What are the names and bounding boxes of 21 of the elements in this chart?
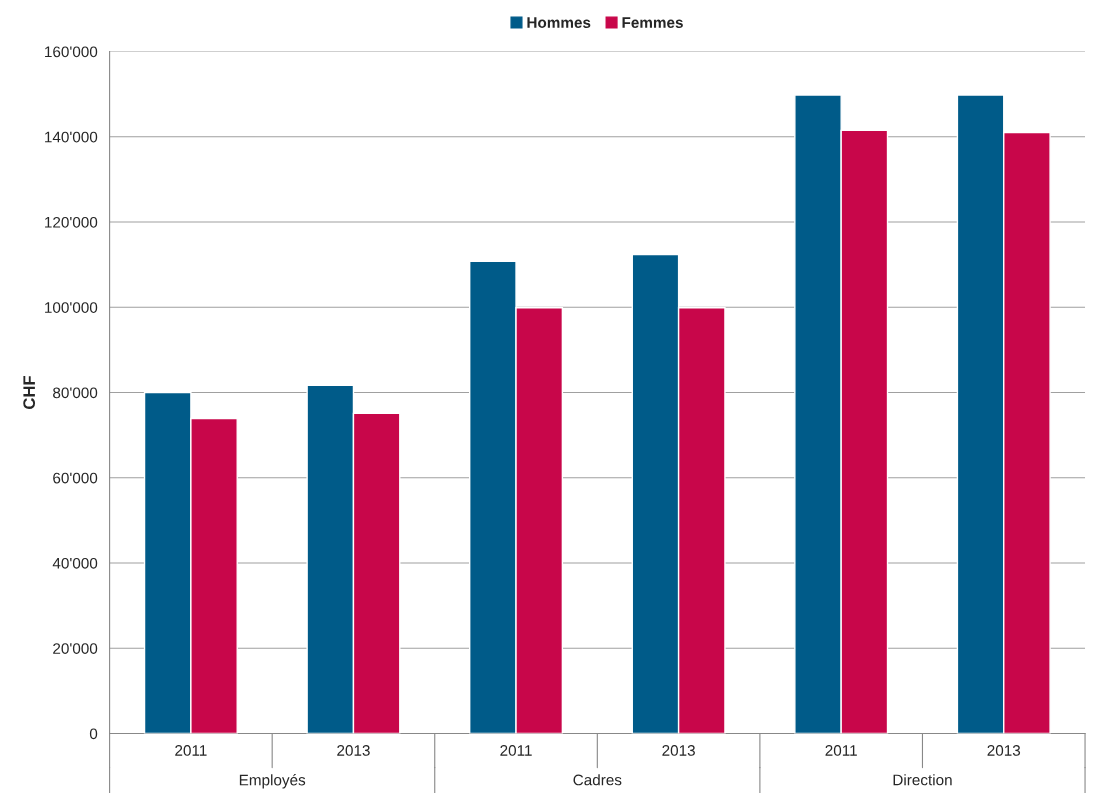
x-tick-label: 2013: [987, 745, 1021, 756]
y-tick-label: 40'000: [52, 557, 98, 569]
y-tick-label: 20'000: [53, 643, 98, 654]
y-tick-label: 0: [89, 728, 98, 740]
y-tick-label: 60'000: [53, 472, 98, 484]
x-tick-label: 2013: [662, 745, 695, 756]
y-tick-label: 160'000: [45, 46, 98, 58]
x-tick-label: 2011: [175, 745, 207, 756]
text: Cadres: [573, 774, 622, 786]
text: Direction: [893, 774, 952, 786]
legend-label: Femmes: [622, 17, 683, 28]
y-tick-label: 140'000: [45, 131, 98, 143]
x-tick-label: 2011: [825, 745, 857, 756]
x-tick-label: 2013: [337, 745, 370, 756]
text: Employés: [239, 774, 306, 789]
y-tick-label: 80'000: [53, 387, 98, 399]
y-tick-label: 120'000: [45, 216, 98, 228]
legend-label: Hommes: [527, 17, 591, 28]
x-tick-label: 2011: [500, 745, 532, 756]
y-tick-label: 100'000: [45, 302, 98, 313]
y-axis-title: CHF: [23, 376, 36, 409]
